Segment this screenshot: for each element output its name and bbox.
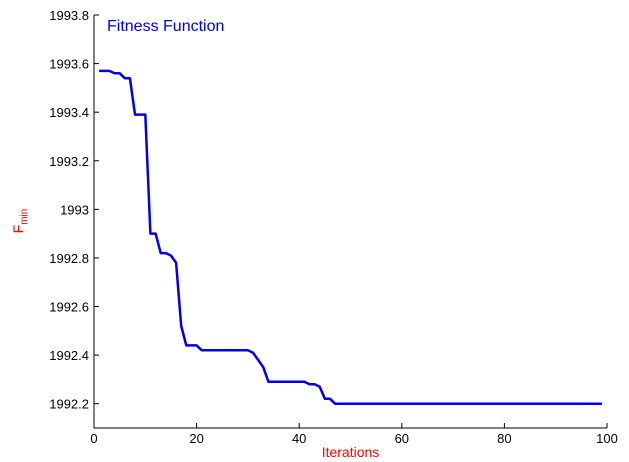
y-axis-label-main: F — [10, 225, 26, 234]
y-axis-label-subscript: min — [19, 209, 30, 225]
y-axis-label: Fmin — [10, 209, 30, 234]
y-tick-label: 1993.2 — [49, 154, 89, 169]
axes — [93, 15, 607, 429]
y-tick-label: 1993.6 — [49, 57, 89, 72]
series-group — [99, 69, 602, 405]
x-tick-label: 60 — [395, 431, 409, 446]
x-ticks: 0 20 40 60 80 100 — [90, 423, 618, 446]
x-tick-label: 100 — [596, 431, 618, 446]
x-tick-label: 40 — [292, 431, 306, 446]
x-tick-label: 80 — [497, 431, 511, 446]
y-tick-label: 1992.4 — [49, 348, 89, 363]
y-tick-label: 1993.8 — [49, 8, 89, 23]
y-tick-label: 1993 — [60, 202, 89, 217]
y-ticks: 1992.2 1992.4 1992.6 1992.8 1993 1993.2 1993.4… — [49, 8, 99, 412]
legend-label: Fitness Function — [107, 18, 224, 35]
y-tick-label: 1993.4 — [49, 105, 89, 120]
x-tick-label: 0 — [90, 431, 97, 446]
y-tick-label: 1992.2 — [49, 397, 89, 412]
y-tick-label: 1992.6 — [49, 300, 89, 315]
y-tick-label: 1992.8 — [49, 251, 89, 266]
x-tick-label: 20 — [189, 431, 203, 446]
series-line-fitness-function — [99, 69, 602, 405]
x-axis-label: Iterations — [322, 444, 380, 460]
